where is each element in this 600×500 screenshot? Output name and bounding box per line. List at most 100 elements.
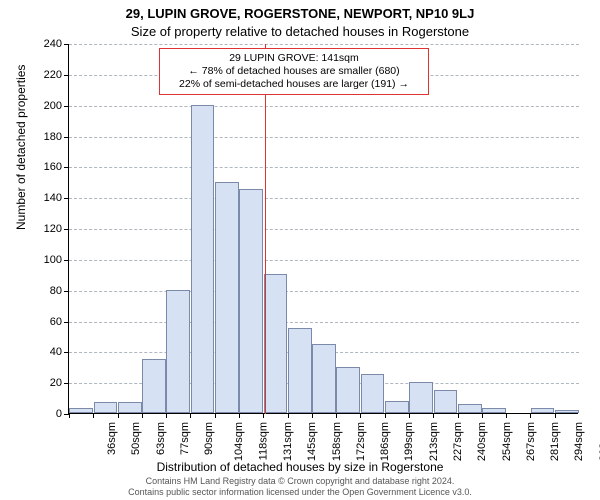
xtick-label: 281sqm: [549, 422, 561, 461]
histogram-bar: [385, 401, 409, 413]
xtick-mark: [530, 413, 531, 418]
xtick-label: 267sqm: [525, 422, 537, 461]
ytick-mark: [64, 229, 69, 230]
marker-line: [265, 44, 266, 414]
xtick-mark: [360, 413, 361, 418]
histogram-bar: [239, 189, 263, 413]
xtick-label: 145sqm: [306, 422, 318, 461]
gridline: [69, 198, 579, 199]
ytick-label: 140: [22, 192, 62, 204]
xtick-label: 90sqm: [203, 422, 215, 455]
xtick-label: 294sqm: [574, 422, 586, 461]
ytick-label: 40: [22, 346, 62, 358]
histogram-bar: [336, 367, 360, 413]
xtick-label: 118sqm: [257, 422, 269, 460]
ytick-label: 240: [22, 38, 62, 50]
ytick-label: 200: [22, 100, 62, 112]
plot-inner: 02040608010012014016018020022024036sqm50…: [68, 44, 578, 414]
ytick-label: 80: [22, 285, 62, 297]
x-axis-label: Distribution of detached houses by size …: [0, 460, 600, 474]
xtick-mark: [312, 413, 313, 418]
annot-line2: ← 78% of detached houses are smaller (68…: [166, 65, 422, 78]
xtick-mark: [482, 413, 483, 418]
xtick-mark: [118, 413, 119, 418]
xtick-label: 199sqm: [404, 422, 416, 461]
ytick-mark: [64, 260, 69, 261]
gridline: [69, 291, 579, 292]
annotation-box: 29 LUPIN GROVE: 141sqm← 78% of detached …: [159, 48, 429, 95]
xtick-mark: [166, 413, 167, 418]
xtick-mark: [433, 413, 434, 418]
histogram-bar: [555, 410, 579, 413]
histogram-bar: [458, 404, 482, 413]
ytick-label: 20: [22, 377, 62, 389]
chart-container: 29, LUPIN GROVE, ROGERSTONE, NEWPORT, NP…: [0, 0, 600, 500]
footer-line2: Contains public sector information licen…: [0, 487, 600, 498]
xtick-mark: [69, 413, 70, 418]
xtick-label: 186sqm: [379, 422, 391, 461]
gridline: [69, 322, 579, 323]
xtick-label: 131sqm: [282, 422, 294, 461]
histogram-bar: [531, 408, 555, 413]
annot-line3: 22% of semi-detached houses are larger (…: [166, 78, 422, 91]
ytick-mark: [64, 383, 69, 384]
ytick-mark: [64, 352, 69, 353]
xtick-mark: [190, 413, 191, 418]
plot-area: 02040608010012014016018020022024036sqm50…: [68, 44, 578, 414]
xtick-label: 77sqm: [179, 422, 191, 455]
ytick-mark: [64, 137, 69, 138]
xtick-mark: [336, 413, 337, 418]
histogram-bar: [482, 408, 506, 413]
ytick-label: 0: [22, 408, 62, 420]
histogram-bar: [215, 182, 239, 413]
xtick-mark: [288, 413, 289, 418]
page-title: 29, LUPIN GROVE, ROGERSTONE, NEWPORT, NP…: [0, 6, 600, 21]
ytick-label: 100: [22, 254, 62, 266]
ytick-mark: [64, 106, 69, 107]
xtick-label: 158sqm: [331, 422, 343, 461]
gridline: [69, 137, 579, 138]
xtick-label: 104sqm: [234, 422, 246, 461]
xtick-mark: [142, 413, 143, 418]
page-subtitle: Size of property relative to detached ho…: [0, 24, 600, 39]
xtick-mark: [93, 413, 94, 418]
gridline: [69, 167, 579, 168]
gridline: [69, 44, 579, 45]
ytick-label: 60: [22, 316, 62, 328]
histogram-bar: [312, 344, 336, 413]
xtick-mark: [506, 413, 507, 418]
xtick-label: 50sqm: [130, 422, 142, 455]
xtick-label: 36sqm: [106, 422, 118, 455]
xtick-label: 254sqm: [501, 422, 513, 461]
y-axis-label: Number of detached properties: [14, 65, 28, 230]
xtick-label: 172sqm: [355, 422, 367, 461]
histogram-bar: [118, 402, 142, 413]
histogram-bar: [94, 402, 118, 413]
xtick-mark: [385, 413, 386, 418]
xtick-mark: [409, 413, 410, 418]
histogram-bar: [288, 328, 312, 413]
ytick-mark: [64, 291, 69, 292]
histogram-bar: [361, 374, 385, 413]
xtick-mark: [458, 413, 459, 418]
annot-line1: 29 LUPIN GROVE: 141sqm: [166, 52, 422, 65]
xtick-label: 227sqm: [452, 422, 464, 461]
xtick-mark: [215, 413, 216, 418]
footer-text: Contains HM Land Registry data © Crown c…: [0, 476, 600, 498]
histogram-bar: [166, 290, 190, 413]
gridline: [69, 229, 579, 230]
histogram-bar: [69, 408, 93, 413]
histogram-bar: [142, 359, 166, 413]
histogram-bar: [264, 274, 288, 413]
ytick-label: 160: [22, 161, 62, 173]
gridline: [69, 260, 579, 261]
xtick-label: 213sqm: [428, 422, 440, 461]
histogram-bar: [191, 105, 215, 413]
ytick-label: 220: [22, 69, 62, 81]
histogram-bar: [434, 390, 458, 413]
xtick-mark: [555, 413, 556, 418]
ytick-label: 180: [22, 131, 62, 143]
ytick-mark: [64, 75, 69, 76]
histogram-bar: [409, 382, 433, 413]
ytick-mark: [64, 44, 69, 45]
